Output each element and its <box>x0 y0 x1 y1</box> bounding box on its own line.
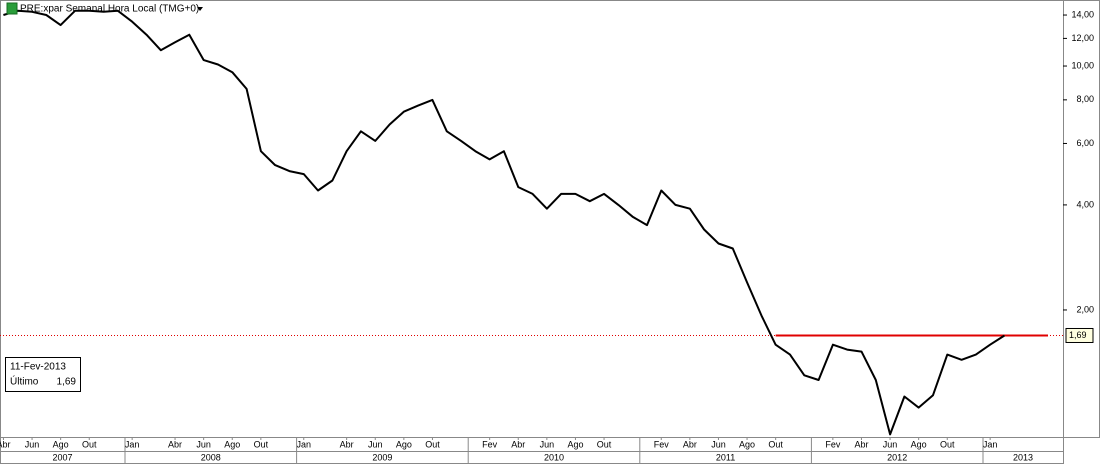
year-label: 2009 <box>372 452 392 462</box>
x-tick-label: Ago <box>739 439 755 449</box>
x-tick-label: Ago <box>911 439 927 449</box>
x-tick-label: Ago <box>396 439 412 449</box>
x-tick-label: Jun <box>711 439 726 449</box>
x-tick-label: Out <box>597 439 612 449</box>
x-tick-label: Jun <box>368 439 383 449</box>
x-tick-label: Jan <box>296 439 311 449</box>
plot <box>0 9 1063 436</box>
year-label: 2011 <box>716 452 735 462</box>
year-label: 2008 <box>201 452 221 462</box>
x-tick-label: Jun <box>25 439 40 449</box>
y-tick-label: 14,00 <box>1071 9 1094 19</box>
x-tick-label: Abr <box>168 439 182 449</box>
x-tick-label: Ago <box>53 439 69 449</box>
y-tick-label: 6,00 <box>1076 138 1094 148</box>
year-label: 2013 <box>1013 452 1033 462</box>
x-tick-label: Out <box>425 439 440 449</box>
y-tick-label: 2,00 <box>1076 304 1094 314</box>
x-tick-label: Ago <box>567 439 583 449</box>
year-label: 2007 <box>52 452 72 462</box>
x-tick-label: Fev <box>482 439 498 449</box>
x-tick-label: Out <box>940 439 955 449</box>
plot-frame <box>0 0 1064 438</box>
x-tick-label: Out <box>82 439 97 449</box>
y-axis-frame <box>1063 0 1100 438</box>
last-value-label: 1,69 <box>1069 330 1087 340</box>
price-line <box>3 9 1006 436</box>
info-name: Último <box>10 375 39 388</box>
x-tick-label: Jan <box>125 439 140 449</box>
y-tick-label: 4,00 <box>1076 199 1094 209</box>
symbol-icon <box>6 2 18 15</box>
dropdown-arrow[interactable] <box>197 7 203 11</box>
x-tick-label: Abr <box>511 439 525 449</box>
x-tick-label: Jun <box>196 439 211 449</box>
x-tick-label: Out <box>768 439 783 449</box>
x-tick-label: Ago <box>224 439 240 449</box>
x-tick-label: Abr <box>340 439 354 449</box>
x-tick-label: Jun <box>883 439 898 449</box>
x-tick-label: Jun <box>540 439 555 449</box>
x-tick-label: Abr <box>854 439 868 449</box>
x-tick-label: Abr <box>683 439 697 449</box>
info-value: 1,69 <box>57 377 77 388</box>
year-label: 2010 <box>544 452 564 462</box>
x-tick-label: Fev <box>654 439 670 449</box>
last-value-badge <box>1065 327 1094 343</box>
year-label: 2012 <box>887 452 907 462</box>
chart-title: PRE:xpar Semanal Hora Local (TMG+0) <box>20 4 199 15</box>
y-tick-label: 12,00 <box>1071 33 1094 43</box>
x-tick-label: Abr <box>0 439 10 449</box>
x-tick-label: Fev <box>825 439 841 449</box>
x-tick-label: Out <box>254 439 269 449</box>
y-tick-label: 10,00 <box>1071 60 1094 70</box>
x-tick-label: Jan <box>983 439 998 449</box>
y-tick-label: 8,00 <box>1076 94 1094 104</box>
info-box <box>5 357 81 392</box>
info-date: 11-Fev-2013 <box>10 362 66 373</box>
x-axis-frame <box>0 437 1064 464</box>
